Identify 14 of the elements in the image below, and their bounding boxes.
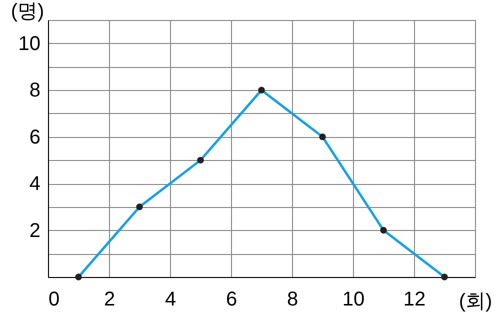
x-tick-label: 0 [48,288,60,310]
x-axis-title: (회) [458,290,492,312]
x-tick-label: 10 [342,288,365,310]
y-tick-label: 10 [18,32,40,55]
x-tick-label: 2 [104,288,116,310]
x-tick-label: 12 [403,288,426,310]
x-tick-label: 4 [164,288,176,310]
y-tick-label: 4 [29,173,40,196]
x-tick-label: 8 [286,288,298,310]
y-tick-label: 8 [29,80,40,102]
y-tick-label: 2 [29,220,40,242]
y-tick-label: 6 [29,126,40,148]
x-tick-label: 6 [226,288,238,310]
y-axis-title: (명) [10,0,44,22]
